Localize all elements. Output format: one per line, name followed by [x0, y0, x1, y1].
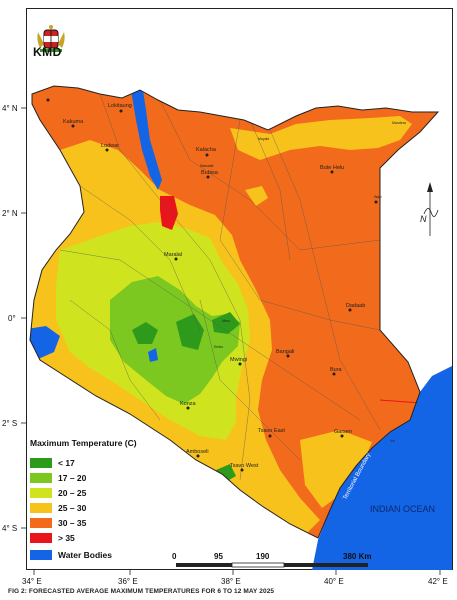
lat-label: 2° N: [2, 209, 18, 218]
place-label: Bangali: [276, 349, 294, 355]
north-arrow-icon: [423, 182, 439, 236]
legend-label: 25 – 30: [58, 503, 87, 513]
north-arrow-label: N: [420, 214, 427, 224]
zone-above-35-a: [70, 56, 100, 78]
legend-swatch: [30, 550, 52, 560]
legend-label: Water Bodies: [58, 550, 113, 560]
legend-swatch: [30, 503, 52, 513]
legend-item: 25 – 30: [30, 503, 86, 513]
place-label: Tsavo West: [230, 463, 259, 469]
legend-item: 20 – 25: [30, 488, 86, 498]
place-label: Konza: [180, 401, 197, 407]
legend-item: 17 – 20: [30, 473, 86, 483]
place-label: Bute Helu: [320, 165, 344, 171]
place-label: Kalacha: [196, 147, 217, 153]
zone-25-30-north-east: [230, 116, 412, 160]
zone-above-35-b: [160, 196, 178, 230]
legend-label: 20 – 25: [58, 488, 87, 498]
place-label: Marsabit: [200, 164, 213, 168]
place-label: Dadaab: [346, 303, 365, 309]
figure-caption: FIG 2: FORECASTED AVERAGE MAXIMUM TEMPER…: [8, 588, 275, 595]
legend-item: 30 – 35: [30, 518, 86, 528]
legend-swatch: [30, 488, 52, 498]
scale-bar: [176, 562, 368, 568]
legend-label: 30 – 35: [58, 518, 87, 528]
legend-item-water: Water Bodies: [30, 550, 112, 560]
scale-tick: 380 Km: [343, 552, 371, 561]
place-label: Lokitaung: [108, 103, 132, 109]
place-dots: [46, 98, 378, 472]
place-label: Amboseli: [186, 449, 209, 455]
lake-turkana: [130, 86, 162, 190]
county-boundaries: [59, 93, 381, 481]
lon-label: 42° E: [428, 577, 448, 586]
lat-label: 4° S: [2, 524, 17, 533]
zone-25-30-south: [300, 430, 372, 508]
logo-text: KMD: [33, 45, 62, 59]
legend-swatch: [30, 518, 52, 528]
kenya-coat-of-arms-icon: [37, 25, 65, 52]
place-label: Meru: [222, 319, 230, 323]
lon-label: 36° E: [118, 577, 138, 586]
zone-17-20: [110, 276, 240, 404]
lat-label: 2° S: [2, 419, 17, 428]
lat-label: 4° N: [2, 104, 18, 113]
legend-label: > 35: [58, 533, 75, 543]
lat-label: 0°: [8, 314, 16, 323]
scale-tick: 95: [214, 552, 223, 561]
kenya-outline: [29, 85, 440, 539]
lake-small: [148, 348, 158, 362]
lake-victoria: [30, 326, 60, 360]
place-label: Wajir: [374, 195, 383, 199]
place-label: Mandera: [392, 121, 406, 125]
zone-25-30-central-blob: [245, 186, 268, 206]
axis-labels: 34° E 36° E 38° E 40° E 42° E 4° N 2° N …: [2, 104, 448, 586]
lon-label: 40° E: [324, 577, 344, 586]
place-label: Voi: [390, 439, 395, 443]
zone-below-17-c: [212, 312, 240, 334]
place-label: Bura: [330, 367, 343, 373]
place-labels: Lokitaung Kakuma Lodwar Kalacha Marsabit…: [63, 103, 406, 469]
place-label: Kakuma: [63, 119, 84, 125]
legend-swatch: [30, 473, 52, 483]
place-label: Mwingi: [230, 357, 247, 363]
legend-swatch: [30, 533, 52, 543]
grid-ticks: [21, 107, 441, 575]
legend: Maximum Temperature (C) < 17 17 – 20 20 …: [30, 438, 140, 560]
place-label: Lodwar: [101, 143, 119, 149]
scale-tick: 190: [256, 552, 270, 561]
legend-label: 17 – 20: [58, 473, 87, 483]
place-label: Embu: [214, 345, 223, 349]
place-label: Garsen: [334, 429, 352, 435]
legend-label: < 17: [58, 458, 75, 468]
indian-ocean-area: [312, 366, 452, 570]
lon-label: 34° E: [22, 577, 42, 586]
legend-title: Maximum Temperature (C): [30, 438, 137, 448]
zone-below-17-a: [132, 322, 158, 344]
place-label: Maralal: [164, 252, 182, 258]
place-label: Tsavo East: [258, 428, 285, 434]
place-label: Moyale: [258, 137, 269, 141]
legend-swatch: [30, 458, 52, 468]
scale-tick: 0: [172, 552, 177, 561]
place-label: Bubisa: [201, 170, 219, 176]
ocean-label: INDIAN OCEAN: [370, 504, 435, 514]
scale-labels: 0 95 190 380 Km: [172, 552, 371, 561]
lon-label: 38° E: [221, 577, 241, 586]
legend-item: < 17: [30, 458, 75, 468]
legend-item: > 35: [30, 533, 75, 543]
